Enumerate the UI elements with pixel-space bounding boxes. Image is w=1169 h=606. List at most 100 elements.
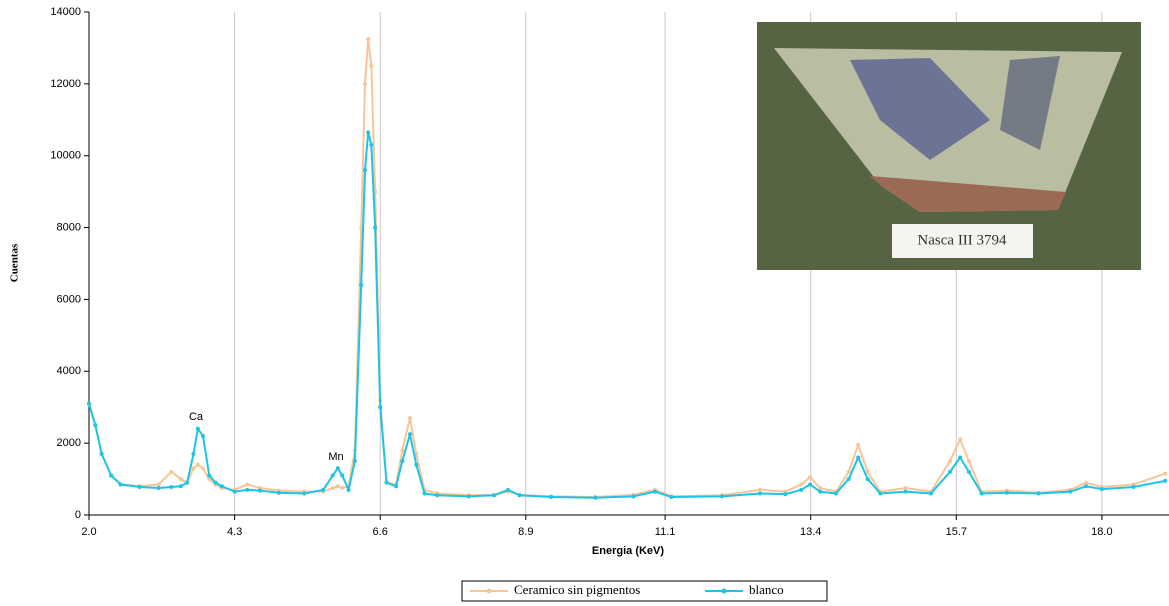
data-point (366, 130, 371, 135)
x-tick-label: 15.7 (946, 526, 967, 538)
y-axis-title: Cuentas (9, 243, 21, 282)
data-point (856, 455, 861, 460)
data-point (808, 482, 813, 487)
data-point (517, 493, 522, 498)
data-point (1131, 484, 1136, 489)
legend-marker (486, 588, 492, 594)
data-point (394, 484, 399, 489)
data-point (321, 487, 326, 492)
x-tick-label: 2.0 (81, 526, 96, 538)
data-point (1084, 484, 1089, 489)
data-point (1099, 487, 1104, 492)
data-point (1004, 490, 1009, 495)
data-point (99, 451, 104, 456)
data-point (93, 423, 98, 428)
data-point (631, 494, 636, 499)
y-tick-label: 12000 (50, 78, 81, 90)
data-point (156, 482, 161, 487)
data-point (185, 480, 190, 485)
data-point (400, 448, 405, 453)
photo-label-card (892, 224, 1033, 258)
data-point (352, 459, 357, 464)
data-point (947, 469, 952, 474)
data-point (257, 488, 262, 493)
data-point (414, 462, 419, 467)
data-point (373, 225, 378, 230)
data-point (846, 477, 851, 482)
shard-edge (870, 176, 1066, 212)
data-point (207, 473, 212, 478)
data-point (407, 432, 412, 437)
data-point (818, 489, 823, 494)
data-point (245, 487, 250, 492)
y-tick-label: 2000 (57, 437, 81, 449)
data-point (330, 473, 335, 478)
data-point (87, 401, 91, 406)
data-point (363, 81, 368, 86)
data-point (219, 484, 224, 489)
data-point (191, 466, 196, 471)
legend-box (461, 580, 828, 602)
data-point (363, 168, 368, 173)
data-point (366, 36, 371, 41)
data-point (378, 405, 383, 410)
data-point (958, 437, 963, 442)
data-point (669, 495, 674, 500)
y-tick-label: 4000 (57, 365, 81, 377)
data-point (178, 484, 183, 489)
data-point (1163, 478, 1168, 483)
data-point (758, 487, 763, 492)
data-point (966, 469, 971, 474)
data-point (466, 494, 471, 499)
data-point (903, 486, 908, 491)
data-point (276, 490, 281, 495)
data-point (330, 486, 335, 491)
data-point (865, 477, 870, 482)
data-point (384, 480, 389, 485)
legend-label: Ceramico sin pigmentos (514, 582, 640, 597)
data-point (652, 489, 657, 494)
data-point (169, 469, 174, 474)
x-tick-label: 6.6 (373, 526, 388, 538)
data-point (137, 484, 142, 489)
data-point (340, 473, 345, 478)
data-point (1084, 480, 1089, 485)
y-tick-label: 8000 (57, 221, 81, 233)
data-point (400, 459, 405, 464)
data-point (856, 442, 861, 447)
data-point (200, 466, 205, 471)
data-point (783, 492, 788, 497)
data-point (302, 491, 307, 496)
data-point (359, 283, 364, 288)
data-point (200, 433, 205, 438)
legend-marker (721, 588, 727, 594)
data-point (878, 491, 883, 496)
peak-annotation: Ca (189, 411, 204, 423)
data-point (195, 426, 200, 431)
data-point (865, 469, 870, 474)
data-point (834, 491, 839, 496)
data-point (799, 487, 804, 492)
data-point (506, 487, 511, 492)
x-tick-label: 8.9 (518, 526, 533, 538)
data-point (369, 63, 374, 68)
data-point (799, 482, 804, 487)
y-tick-label: 14000 (50, 6, 81, 18)
data-point (118, 482, 123, 487)
data-point (979, 491, 984, 496)
data-point (414, 451, 419, 456)
legend-label: blanco (749, 582, 784, 597)
data-point (195, 462, 200, 467)
data-point (213, 480, 218, 485)
data-point (846, 469, 851, 474)
shard-dark (850, 58, 990, 160)
x-tick-label: 18.0 (1091, 526, 1112, 538)
data-point (191, 451, 196, 456)
peak-annotation: Mn (328, 451, 343, 463)
x-tick-label: 11.1 (655, 526, 676, 538)
data-point (1163, 471, 1168, 476)
data-point (178, 477, 183, 482)
x-tick-label: 4.3 (227, 526, 242, 538)
data-point (928, 491, 933, 496)
